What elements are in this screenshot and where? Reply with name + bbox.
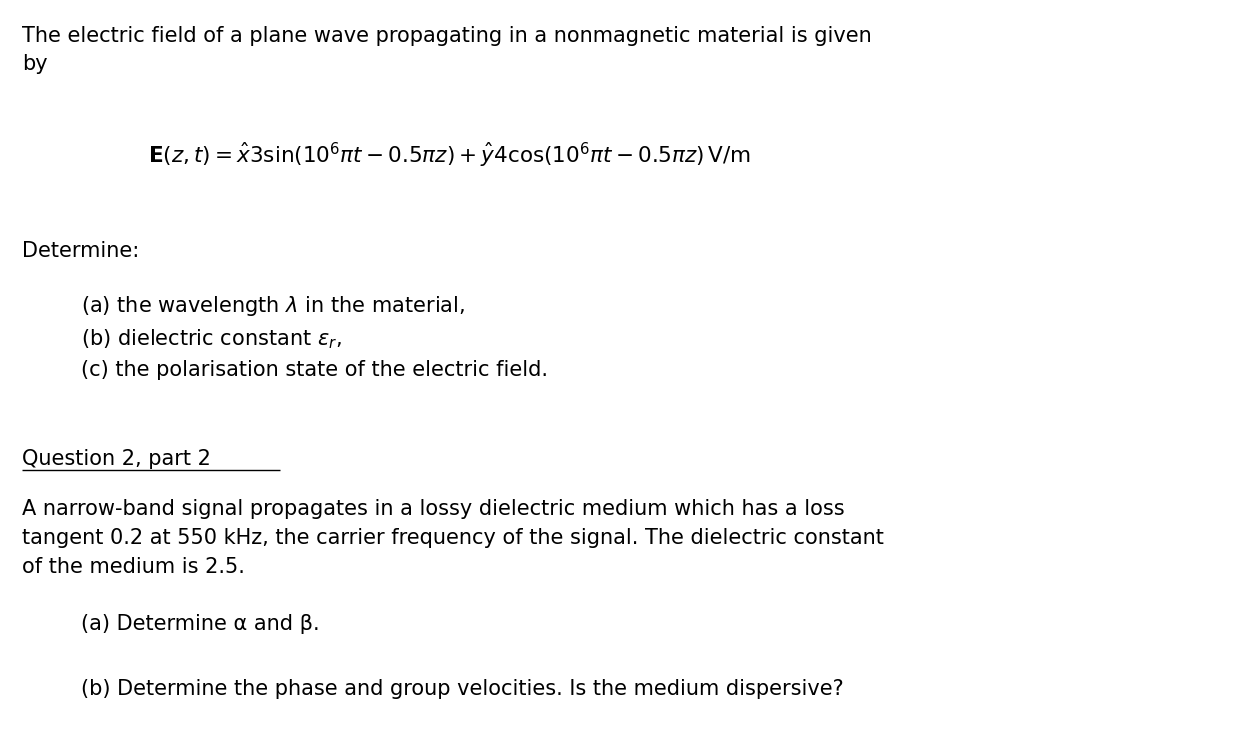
Text: A narrow-band signal propagates in a lossy dielectric medium which has a loss
ta: A narrow-band signal propagates in a los… [22,499,885,577]
Text: The electric field of a plane wave propagating in a nonmagnetic material is give: The electric field of a plane wave propa… [22,26,872,74]
Text: Determine:: Determine: [22,241,140,261]
Text: (b) Determine the phase and group velocities. Is the medium dispersive?: (b) Determine the phase and group veloci… [81,679,844,699]
Text: Question 2, part 2: Question 2, part 2 [22,449,211,469]
Text: (a) Determine α and β.: (a) Determine α and β. [81,614,319,634]
Text: (a) the wavelength $\lambda$ in the material,
(b) dielectric constant $\varepsil: (a) the wavelength $\lambda$ in the mate… [81,294,548,380]
Text: $\mathbf{E}(z,t) = \hat{x}3\sin\!\left(10^6\pi t-0.5\pi z\right)+\hat{y}4\cos\!\: $\mathbf{E}(z,t) = \hat{x}3\sin\!\left(1… [147,141,751,170]
